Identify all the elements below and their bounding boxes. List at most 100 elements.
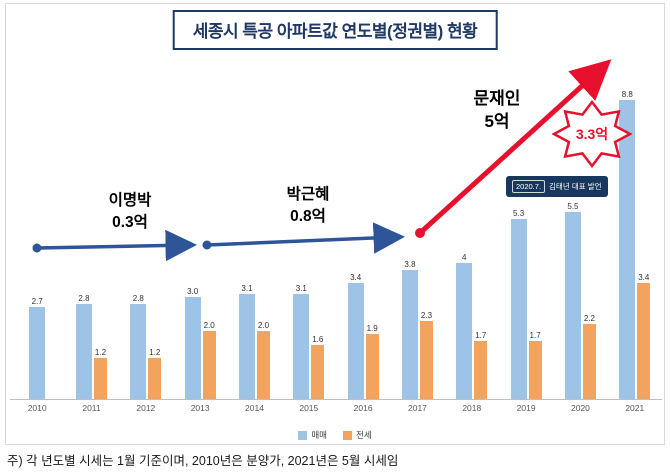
statement-badge-date: 2020.7. [512,180,546,193]
annotation-moon-delta: 5억 [484,111,510,131]
bar-group-2013: 3.0 2.0 [173,287,227,399]
x-axis-label-2019: 2019 [516,403,536,413]
bar-wrap: 2.8 [130,294,147,399]
bar-value-label: 3.1 [241,284,253,293]
bar-value-label: 1.9 [366,324,378,333]
bar-wrap: 8.8 [619,90,636,399]
annotation-moon: 문재인 5억 [438,88,556,134]
bar-wrap: 2.7 [29,297,46,399]
bar-sale-2015 [293,294,310,399]
legend-item-sale: 매매 [298,429,327,441]
bar-wrap: 1.6 [311,335,325,399]
bar-group-2010: 2.7 [10,297,64,399]
bar-value-label: 3.8 [404,260,416,269]
bar-value-label: 4 [462,253,467,262]
bar-value-label: 5.3 [513,209,525,218]
bar-jeonse-2021 [637,283,651,399]
chart-title-box: 세종시 특공 아파트값 연도별(정권별) 현황 [172,10,498,50]
annotation-lee: 이명박 0.3억 [66,190,194,233]
x-axis-line [10,399,662,400]
bar-jeonse-2018 [474,341,488,399]
bar-group-2020: 5.5 2.2 [553,202,607,399]
bar-sale-2012 [130,304,147,399]
x-axis-labels: 2010 2011 2012 2013 2014 2015 2016 2017 2018 2019… [10,400,662,419]
bar-wrap: 4 [456,253,473,399]
bar-wrap: 1.7 [474,331,488,399]
x-axis-label-2013: 2013 [190,403,210,413]
bar-group-2019: 5.3 1.7 [499,209,553,399]
bar-sale-2014 [238,294,255,399]
annotation-lee-name: 이명박 [108,192,152,209]
statement-badge: 2020.7. 김태년 대표 발언 [506,176,608,197]
bar-wrap: 3.4 [637,273,651,399]
bar-value-label: 3.4 [350,273,362,282]
bar-sale-2017 [401,270,418,399]
bar-value-label: 2.7 [31,297,43,306]
plot: 2.7 2.8 1.2 2.8 1.2 3.0 2.0 3.1 2.0 3.1 1.6 3.4 1.9 3… [10,60,662,419]
legend-item-jeonse: 전세 [343,429,372,441]
bar-value-label: 1.2 [149,348,161,357]
bar-jeonse-2014 [256,331,270,399]
bar-jeonse-2012 [148,358,162,399]
bar-value-label: 5.5 [567,202,579,211]
x-axis-label-2018: 2018 [462,403,482,413]
bar-sale-2016 [347,283,364,399]
x-axis-label-2016: 2016 [353,403,373,413]
starburst-icon [552,100,632,168]
bar-wrap: 2.2 [582,314,596,399]
legend-label-sale: 매매 [311,430,327,440]
x-axis-label-2020: 2020 [570,403,590,413]
annotation-park-delta: 0.8억 [290,207,326,225]
bar-value-label: 8.8 [621,90,633,99]
bar-sale-2018 [456,263,473,399]
bar-jeonse-2020 [582,324,596,399]
bar-jeonse-2011 [93,358,107,399]
bar-wrap: 3.8 [401,260,418,399]
bar-sale-2013 [184,297,201,399]
x-axis-label-2012: 2012 [136,403,156,413]
x-axis-label-2010: 2010 [27,403,47,413]
bar-value-label: 1.2 [94,348,107,357]
footnote: 주) 각 년도별 시세는 1월 기준이며, 2010년은 분양가, 2021년은… [7,454,399,468]
bar-wrap: 1.9 [365,324,379,399]
bar-group-2018: 4 1.7 [445,253,499,399]
bar-jeonse-2019 [528,341,542,399]
annotation-lee-delta: 0.3억 [112,213,148,231]
burst-badge: 3.3억 [552,100,632,168]
bar-group-2015: 3.1 1.6 [282,284,336,399]
legend-label-jeonse: 전세 [356,430,372,440]
bar-value-label: 3.1 [295,284,307,293]
bar-jeonse-2016 [365,334,379,399]
bar-value-label: 1.7 [475,331,487,340]
bar-value-label: 2.8 [78,294,90,303]
bar-value-label: 3.4 [638,273,650,282]
bar-wrap: 3.1 [238,284,255,399]
bar-wrap: 2.8 [75,294,92,399]
x-axis-label-2014: 2014 [245,403,264,413]
bar-sale-2010 [29,307,46,399]
bar-jeonse-2015 [311,345,325,399]
bar-group-2014: 3.1 2.0 [227,284,281,399]
bar-value-label: 2.8 [132,294,144,303]
bar-value-label: 2.2 [583,314,595,323]
bar-group-2011: 2.8 1.2 [64,294,118,399]
bar-value-label: 3.0 [187,287,199,296]
bar-sale-2011 [75,304,92,399]
bar-group-2012: 2.8 1.2 [119,294,173,399]
bar-wrap: 2.0 [202,321,216,399]
legend-swatch-jeonse [343,430,352,440]
bar-group-2021: 8.8 3.4 [608,90,662,399]
annotation-park-name: 박근혜 [286,186,330,203]
bar-wrap: 3.4 [347,273,364,399]
x-axis-label-2017: 2017 [408,403,427,413]
bar-wrap: 1.2 [148,348,162,399]
burst-label: 3.3억 [576,126,608,142]
bar-wrap: 2.3 [419,311,433,399]
statement-badge-text: 김태년 대표 발언 [549,182,602,191]
bar-value-label: 1.6 [312,335,324,344]
bar-sale-2021 [619,100,636,399]
legend: 매매 전세 [0,429,670,441]
bar-wrap: 1.2 [93,348,107,399]
x-axis-label-2011: 2011 [82,403,101,413]
annotation-park: 박근혜 0.8억 [244,184,372,227]
